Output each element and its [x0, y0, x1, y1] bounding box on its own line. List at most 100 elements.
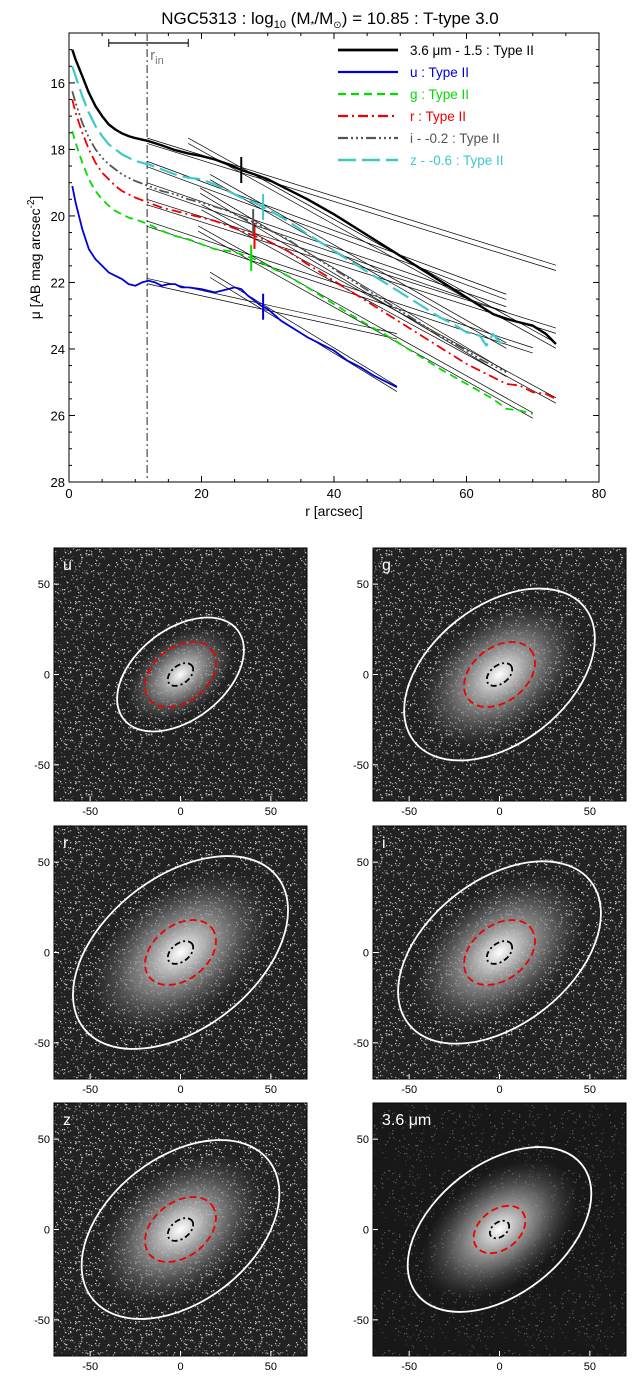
series-line-1	[71, 185, 398, 389]
image-y-tick-label: -50	[353, 1315, 369, 1327]
x-tick-label: 20	[194, 486, 208, 501]
image-x-tick-label: -50	[82, 806, 98, 818]
image-x-tick-label: -50	[82, 1084, 98, 1096]
outer-ellipse	[80, 1139, 281, 1320]
outer-disc-fit-line	[209, 179, 507, 349]
image-y-tick-label: 0	[363, 948, 369, 960]
galaxy-light	[421, 1159, 578, 1300]
inner-ellipse	[485, 940, 514, 965]
galaxy-light	[96, 1153, 265, 1306]
y-tick-label: 22	[51, 275, 65, 290]
image-x-tick-label: -50	[401, 806, 417, 818]
break-ellipse	[463, 641, 536, 708]
image-x-tick-label: 0	[177, 806, 183, 818]
x-tick-label: 80	[592, 486, 606, 501]
x-axis-label: r [arcsec]	[305, 503, 363, 519]
y-tick-label: 26	[51, 408, 65, 423]
inner-ellipse	[166, 940, 195, 965]
band-label: 3.6 μm	[382, 1112, 431, 1129]
image-y-tick-label: 0	[363, 1225, 369, 1237]
image-y-tick-label: 0	[44, 670, 50, 682]
image-x-tick-label: 50	[265, 806, 277, 818]
r-in-label: rin	[150, 47, 164, 67]
y-tick-label: 24	[51, 342, 65, 357]
legend-entry: u : Type II	[410, 65, 469, 80]
legend-entry: 3.6 μm - 1.5 : Type II	[410, 43, 534, 58]
series-line-2	[71, 130, 534, 415]
inner-ellipse	[166, 662, 195, 687]
outer-ellipse	[406, 1146, 593, 1313]
outer-disc-fit-line	[188, 137, 557, 344]
profile-plot: 0 20 40 60 80 16 18 20 22 24 26 28 r [arcsec] μ [AB m…	[26, 32, 606, 519]
inner-disc-fit-line	[147, 283, 398, 340]
chart-title: NGC5313 : log10 (M*/M⊙) = 10.85 : T-type…	[161, 9, 498, 31]
series-line-5	[71, 65, 507, 347]
series-line-4	[71, 90, 507, 374]
break-ellipse	[144, 919, 217, 986]
image-x-tick-label: -50	[401, 1361, 417, 1373]
image-x-tick-label: 0	[177, 1084, 183, 1096]
image-y-tick-label: 0	[44, 948, 50, 960]
galaxy-light	[89, 870, 272, 1035]
break-ellipse	[144, 1196, 217, 1263]
image-y-tick-label: 50	[38, 1134, 50, 1146]
image-x-tick-label: 50	[265, 1084, 277, 1096]
image-y-tick-label: 50	[357, 1134, 369, 1146]
x-tick-label: 40	[327, 486, 341, 501]
outer-disc-fit-line	[199, 192, 507, 377]
image-x-tick-label: 50	[584, 1361, 596, 1373]
legend-entry: z - -0.6 : Type II	[410, 153, 504, 168]
outer-ellipse	[397, 860, 602, 1045]
legend-entry: i - -0.2 : Type II	[410, 131, 500, 146]
image-y-tick-label: 50	[357, 857, 369, 869]
image-x-tick-label: 50	[584, 806, 596, 818]
galaxy-light	[126, 626, 235, 723]
outer-ellipse	[403, 587, 596, 762]
image-x-tick-label: 0	[496, 806, 502, 818]
inner-disc-fit-line	[147, 204, 557, 334]
outer-disc-fit-line	[209, 271, 398, 387]
y-tick-label: 28	[51, 475, 65, 490]
y-tick-label: 20	[51, 209, 65, 224]
outer-disc-fit-line	[199, 187, 507, 372]
y-axis-label: μ [AB mag arcsec-2]	[26, 196, 43, 320]
x-tick-label: 0	[65, 486, 72, 501]
inner-disc-fit-line	[147, 182, 507, 308]
inner-disc-fit-line	[147, 199, 557, 329]
image-panel-1: g -50 0 50 50 0 -50	[353, 547, 627, 818]
image-panel-2: r -50 0 50 50 0 -50	[34, 825, 308, 1096]
image-y-tick-label: -50	[34, 1315, 50, 1327]
galaxy-light	[418, 601, 581, 748]
image-x-tick-label: 50	[265, 1361, 277, 1373]
outer-ellipse	[116, 616, 245, 733]
inner-disc-fit-line	[147, 166, 507, 300]
x-tick-label: 60	[459, 486, 473, 501]
break-ellipse	[463, 919, 536, 986]
image-y-tick-label: 50	[357, 579, 369, 591]
image-panel-0: u -50 0 50 50 0 -50	[34, 547, 308, 818]
inner-disc-fit-line	[147, 187, 507, 313]
series-line-0	[71, 49, 557, 345]
break-ellipse	[144, 641, 217, 708]
image-y-tick-label: -50	[353, 1038, 369, 1050]
inner-ellipse	[166, 1217, 195, 1242]
image-x-tick-label: 0	[496, 1361, 502, 1373]
image-y-tick-label: 50	[38, 579, 50, 591]
legend-entry: g : Type II	[410, 87, 469, 102]
inner-disc-fit-line	[147, 161, 507, 295]
outer-disc-fit-line	[198, 225, 533, 414]
band-label: g	[382, 557, 391, 574]
image-panel-4: z -50 0 50 50 0 -50	[34, 1102, 308, 1373]
break-ellipse	[472, 1204, 527, 1255]
inner-disc-fit-line	[147, 143, 557, 271]
image-y-tick-label: -50	[34, 1038, 50, 1050]
band-label: u	[63, 557, 72, 574]
image-y-tick-label: -50	[34, 760, 50, 772]
y-tick-label: 16	[51, 76, 65, 91]
inner-ellipse	[485, 662, 514, 687]
image-y-tick-label: 0	[363, 670, 369, 682]
outer-disc-fit-line	[198, 230, 533, 419]
image-x-tick-label: -50	[82, 1361, 98, 1373]
image-y-tick-label: -50	[353, 760, 369, 772]
galaxy-light	[413, 874, 586, 1031]
